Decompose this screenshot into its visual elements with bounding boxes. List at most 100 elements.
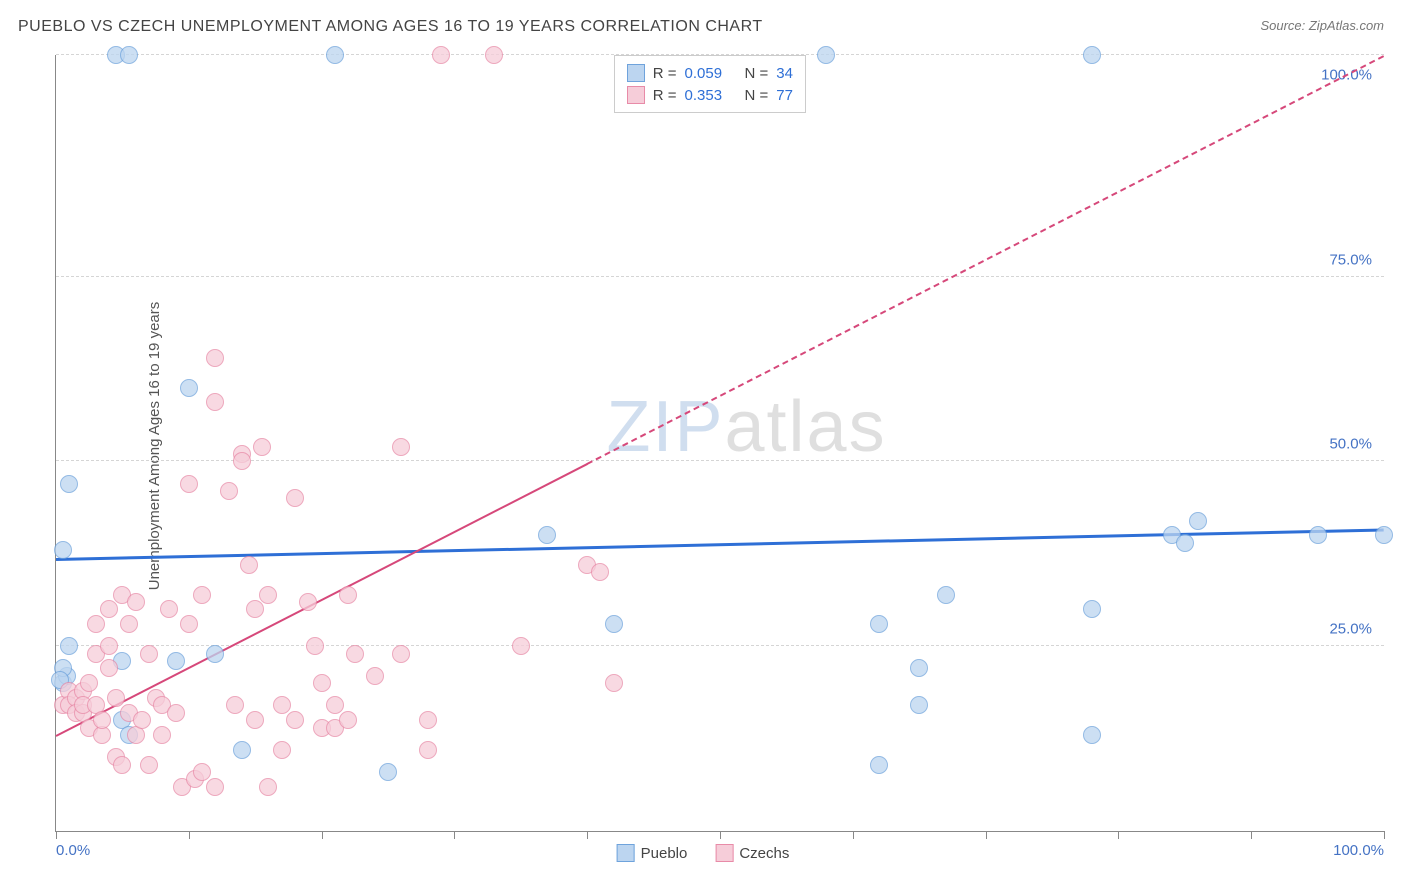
n-value: 77 [776,87,793,104]
scatter-point-pueblo [1083,726,1101,744]
legend-row: R =0.059N =34 [627,62,793,84]
plot-area: ZIPatlas 25.0%50.0%75.0%100.0%0.0%100.0%… [55,55,1384,832]
scatter-point-pueblo [1309,526,1327,544]
x-tick-label: 100.0% [1333,842,1384,859]
scatter-point-pueblo [870,615,888,633]
scatter-point-czechs [193,763,211,781]
scatter-point-czechs [233,452,251,470]
bottom-legend: Pueblo Czechs [617,844,790,862]
r-value: 0.353 [685,87,737,104]
scatter-point-czechs [140,756,158,774]
scatter-point-pueblo [817,46,835,64]
scatter-point-czechs [133,711,151,729]
x-tick [986,831,987,839]
gridline [56,460,1384,461]
y-tick-label: 75.0% [1329,251,1372,268]
legend-item: Pueblo [617,844,688,862]
scatter-point-czechs [113,756,131,774]
scatter-point-czechs [366,667,384,685]
scatter-point-czechs [193,586,211,604]
scatter-point-czechs [392,645,410,663]
scatter-point-pueblo [1083,600,1101,618]
scatter-point-czechs [80,674,98,692]
trendline-czechs [587,55,1385,465]
scatter-point-czechs [392,438,410,456]
scatter-point-pueblo [180,379,198,397]
watermark: ZIPatlas [606,386,886,468]
correlation-legend: R = 0.059 N = 34 R = 0.353 N = 77 [614,55,806,113]
scatter-point-czechs [180,615,198,633]
x-tick [322,831,323,839]
scatter-point-czechs [180,475,198,493]
scatter-point-czechs [220,482,238,500]
scatter-point-czechs [432,46,450,64]
scatter-point-czechs [167,704,185,722]
scatter-point-czechs [286,711,304,729]
r-value: 0.059 [685,65,737,82]
scatter-point-czechs [107,689,125,707]
x-tick [56,831,57,839]
n-label: N = [745,87,769,104]
scatter-point-czechs [259,778,277,796]
scatter-point-pueblo [60,475,78,493]
scatter-point-czechs [605,674,623,692]
scatter-point-czechs [346,645,364,663]
chart-container: PUEBLO VS CZECH UNEMPLOYMENT AMONG AGES … [0,0,1406,892]
scatter-point-czechs [286,489,304,507]
legend-swatch [627,64,645,82]
legend-swatch [715,844,733,862]
x-tick [587,831,588,839]
x-tick [1118,831,1119,839]
scatter-point-pueblo [206,645,224,663]
scatter-point-pueblo [167,652,185,670]
scatter-point-pueblo [60,637,78,655]
scatter-point-czechs [419,741,437,759]
scatter-point-czechs [100,637,118,655]
chart-source: Source: ZipAtlas.com [1260,18,1384,33]
scatter-point-czechs [120,615,138,633]
n-label: N = [745,65,769,82]
scatter-point-pueblo [937,586,955,604]
scatter-point-czechs [246,600,264,618]
scatter-point-czechs [259,586,277,604]
scatter-point-czechs [253,438,271,456]
scatter-point-czechs [93,711,111,729]
scatter-point-pueblo [538,526,556,544]
scatter-point-czechs [419,711,437,729]
legend-row: R = 0.353 N = 77 [627,84,793,106]
n-value: 34 [776,65,793,82]
scatter-point-pueblo [1189,512,1207,530]
scatter-point-pueblo [605,615,623,633]
scatter-point-pueblo [120,46,138,64]
x-tick [853,831,854,839]
scatter-point-czechs [87,615,105,633]
legend-label: Czechs [739,845,789,862]
scatter-point-czechs [100,600,118,618]
scatter-point-czechs [591,563,609,581]
r-label: R = [653,87,677,104]
legend-swatch [627,86,645,104]
scatter-point-czechs [299,593,317,611]
scatter-point-czechs [339,711,357,729]
scatter-point-czechs [100,659,118,677]
scatter-point-pueblo [1083,46,1101,64]
scatter-point-czechs [512,637,530,655]
x-tick [189,831,190,839]
scatter-point-pueblo [54,541,72,559]
y-tick-label: 25.0% [1329,621,1372,638]
x-tick [720,831,721,839]
scatter-point-czechs [153,726,171,744]
scatter-point-czechs [246,711,264,729]
scatter-point-czechs [273,696,291,714]
scatter-point-pueblo [379,763,397,781]
legend-swatch [617,844,635,862]
legend-label: Pueblo [641,845,688,862]
y-tick-label: 50.0% [1329,436,1372,453]
scatter-point-pueblo [1176,534,1194,552]
scatter-point-pueblo [1375,526,1393,544]
gridline [56,276,1384,277]
scatter-point-czechs [240,556,258,574]
scatter-point-czechs [326,696,344,714]
watermark-atlas: atlas [725,387,887,467]
scatter-point-czechs [206,349,224,367]
